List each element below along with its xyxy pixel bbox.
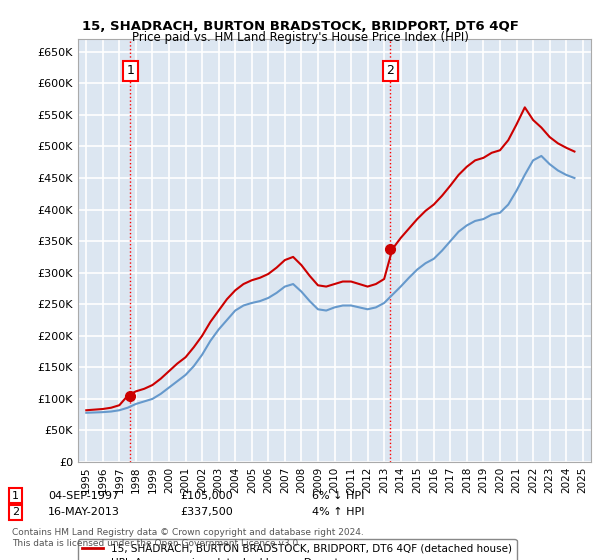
Text: Price paid vs. HM Land Registry's House Price Index (HPI): Price paid vs. HM Land Registry's House … <box>131 31 469 44</box>
Text: 04-SEP-1997: 04-SEP-1997 <box>48 491 119 501</box>
Text: 16-MAY-2013: 16-MAY-2013 <box>48 507 120 517</box>
Text: Contains HM Land Registry data © Crown copyright and database right 2024.
This d: Contains HM Land Registry data © Crown c… <box>12 528 364 548</box>
Text: £337,500: £337,500 <box>180 507 233 517</box>
Text: 2: 2 <box>386 64 394 77</box>
Text: 2: 2 <box>12 507 19 517</box>
Text: 1: 1 <box>12 491 19 501</box>
Text: 6% ↓ HPI: 6% ↓ HPI <box>312 491 364 501</box>
Text: 1: 1 <box>127 64 134 77</box>
Legend: 15, SHADRACH, BURTON BRADSTOCK, BRIDPORT, DT6 4QF (detached house), HPI: Average: 15, SHADRACH, BURTON BRADSTOCK, BRIDPORT… <box>78 539 517 560</box>
Text: 15, SHADRACH, BURTON BRADSTOCK, BRIDPORT, DT6 4QF: 15, SHADRACH, BURTON BRADSTOCK, BRIDPORT… <box>82 20 518 32</box>
Text: £105,000: £105,000 <box>180 491 233 501</box>
Text: 4% ↑ HPI: 4% ↑ HPI <box>312 507 365 517</box>
